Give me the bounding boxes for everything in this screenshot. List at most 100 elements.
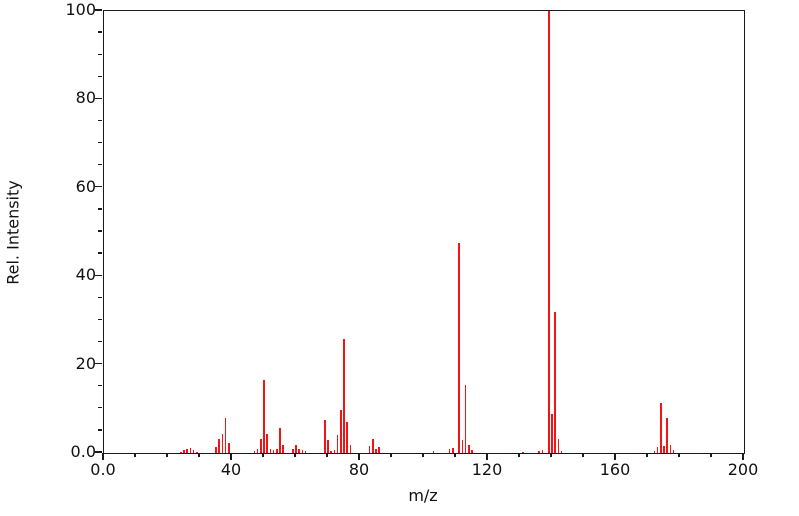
y-tick-label: 60 [75, 176, 96, 196]
spectrum-peak [221, 434, 224, 453]
spectrum-peak [372, 438, 374, 453]
spectrum-peak [669, 444, 672, 453]
spectrum-peak [186, 448, 188, 453]
spectrum-peak [304, 450, 307, 453]
spectrum-peak [340, 409, 342, 453]
x-major-tick [102, 453, 104, 461]
x-major-tick [742, 453, 744, 461]
y-minor-tick [97, 164, 102, 166]
spectrum-peak [538, 451, 540, 453]
spectrum-peak [218, 438, 220, 453]
spectrum-peak [666, 417, 668, 453]
spectrum-peak [183, 450, 185, 453]
spectrum-peak [346, 422, 348, 453]
y-tick-label: 80 [75, 88, 96, 108]
spectrum-peak [336, 435, 339, 453]
x-minor-tick [262, 453, 264, 458]
spectrum-peak [282, 444, 284, 453]
x-major-tick [230, 453, 232, 461]
spectrum-peak [468, 444, 470, 453]
spectrum-peak [256, 449, 259, 453]
spectrum-peak [330, 450, 332, 453]
spectrum-peak [672, 449, 675, 453]
spectrum-peak [660, 403, 662, 453]
x-minor-tick [454, 453, 456, 458]
spectrum-peak [522, 451, 524, 453]
spectrum-peak [656, 447, 659, 453]
x-tick-label: 0.0 [90, 460, 116, 479]
spectrum-peak [295, 444, 297, 453]
spectrum-peak [276, 449, 278, 453]
spectrum-peak [375, 449, 377, 453]
spectrum-peak [464, 384, 467, 453]
x-minor-tick [134, 453, 136, 458]
y-minor-tick [97, 252, 102, 254]
x-minor-tick [646, 453, 648, 458]
spectrum-peak [557, 438, 560, 453]
x-axis-label: m/z [408, 486, 438, 505]
x-minor-tick [390, 453, 392, 458]
x-minor-tick [518, 453, 520, 458]
spectrum-peak [458, 243, 460, 453]
y-minor-tick [97, 385, 102, 387]
y-tick-label: 0.0 [70, 442, 96, 461]
spectrum-peak [298, 449, 300, 453]
spectrum-peak [452, 447, 454, 453]
x-tick-label: 120 [471, 460, 503, 479]
spectrum-peak [192, 450, 195, 453]
x-minor-tick [422, 453, 424, 458]
y-minor-tick [97, 429, 102, 431]
spectrum-peak [554, 312, 556, 453]
y-minor-tick [97, 31, 102, 33]
spectrum-peak [333, 449, 336, 453]
y-minor-tick [97, 296, 102, 298]
x-tick-label: 80 [348, 460, 370, 479]
y-minor-tick [97, 340, 102, 343]
spectrum-peak [196, 451, 198, 453]
x-major-tick [486, 453, 488, 461]
spectrum-peak [260, 438, 262, 453]
spectrum-peak [301, 449, 304, 453]
spectrum-peak [327, 439, 329, 453]
spectrum-peak [663, 445, 665, 453]
spectrum-peak [541, 450, 544, 453]
spectrum-peak [471, 449, 473, 453]
spectrum-peak [215, 446, 217, 453]
spectrum-peak [324, 419, 326, 453]
y-minor-tick [97, 230, 102, 232]
spectrum-peak [279, 427, 281, 453]
spectrum-peak [180, 451, 182, 453]
y-major-tick [94, 186, 102, 188]
x-minor-tick [326, 453, 328, 458]
y-major-tick [94, 97, 102, 100]
x-minor-tick [710, 453, 712, 458]
spectrum-peak [551, 414, 553, 453]
x-minor-tick [166, 453, 168, 458]
y-tick-label: 20 [75, 353, 96, 373]
spectrum-peak [349, 445, 352, 453]
y-minor-tick [97, 318, 102, 321]
spectrum-peak [228, 442, 230, 453]
y-minor-tick [97, 53, 102, 55]
spectrum-peak [263, 380, 265, 453]
x-tick-label: 200 [727, 460, 759, 479]
spectrum-peak [378, 447, 380, 453]
y-major-tick [94, 9, 102, 11]
x-tick-label: 160 [599, 460, 631, 479]
y-minor-tick [97, 208, 102, 210]
y-minor-tick [97, 75, 102, 77]
y-axis-label: Rel. Intensity [3, 180, 23, 285]
spectrum-peak [343, 338, 345, 453]
spectrum-peak [224, 417, 227, 453]
x-minor-tick [582, 453, 584, 458]
x-major-tick [358, 453, 360, 461]
x-minor-tick [198, 453, 200, 458]
x-minor-tick [678, 453, 680, 458]
y-tick-label: 100 [65, 0, 96, 19]
spectrum-peak [448, 449, 451, 453]
spectrum-peak [266, 434, 268, 453]
x-major-tick [614, 453, 616, 461]
spectrum-peak [272, 450, 275, 453]
y-major-tick [94, 274, 102, 276]
